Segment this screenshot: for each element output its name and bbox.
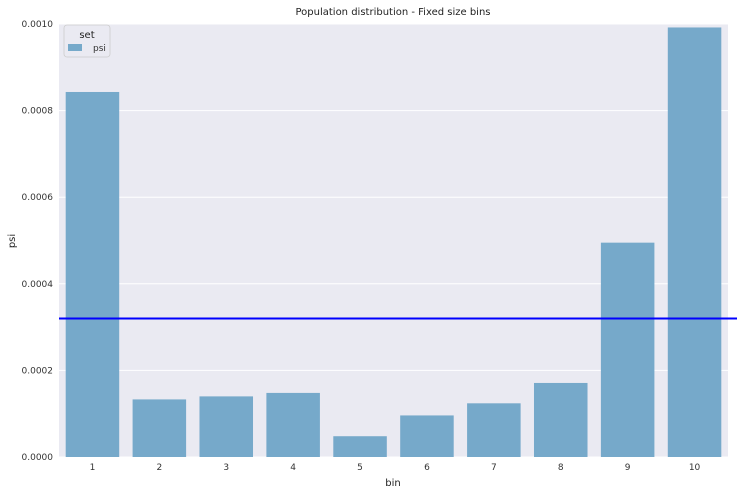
x-tick-label: 1 xyxy=(90,463,96,473)
y-tick-label: 0.0004 xyxy=(22,280,54,290)
legend-entry: psi xyxy=(93,44,106,54)
bar xyxy=(667,27,722,458)
y-tick-label: 0.0010 xyxy=(22,20,54,30)
bar xyxy=(467,403,521,457)
x-tick-label: 10 xyxy=(689,463,701,473)
legend-title: set xyxy=(79,30,94,41)
bar xyxy=(533,382,588,457)
legend-swatch xyxy=(68,44,82,51)
x-tick-label: 6 xyxy=(424,463,430,473)
x-tick-label: 3 xyxy=(223,463,229,473)
bar xyxy=(65,91,120,457)
bar xyxy=(266,392,320,457)
y-axis-label: psi xyxy=(7,234,18,248)
y-tick-label: 0.0006 xyxy=(22,193,54,203)
bar xyxy=(600,242,655,457)
legend: set psi xyxy=(63,24,111,58)
x-axis-label: bin xyxy=(385,478,400,489)
x-tick-label: 9 xyxy=(625,463,631,473)
y-tick-label: 0.0008 xyxy=(22,107,54,117)
x-tick-label: 4 xyxy=(290,463,296,473)
bar xyxy=(333,436,387,457)
bar xyxy=(400,415,454,457)
x-tick-label: 7 xyxy=(491,463,497,473)
x-tick-label: 2 xyxy=(156,463,162,473)
bar xyxy=(199,396,254,457)
x-tick-label: 8 xyxy=(558,463,564,473)
y-axis-ticks: 0.0000 0.0002 0.0004 0.0006 0.0008 0.0010 xyxy=(22,20,54,463)
x-tick-label: 5 xyxy=(357,463,363,473)
chart-title: Population distribution - Fixed size bin… xyxy=(295,7,490,18)
x-axis-ticks: 1 2 3 4 5 6 7 8 9 10 xyxy=(90,463,701,473)
y-tick-label: 0.0002 xyxy=(22,366,54,376)
y-tick-label: 0.0000 xyxy=(22,453,54,463)
bars xyxy=(65,27,722,458)
bar xyxy=(132,399,187,457)
